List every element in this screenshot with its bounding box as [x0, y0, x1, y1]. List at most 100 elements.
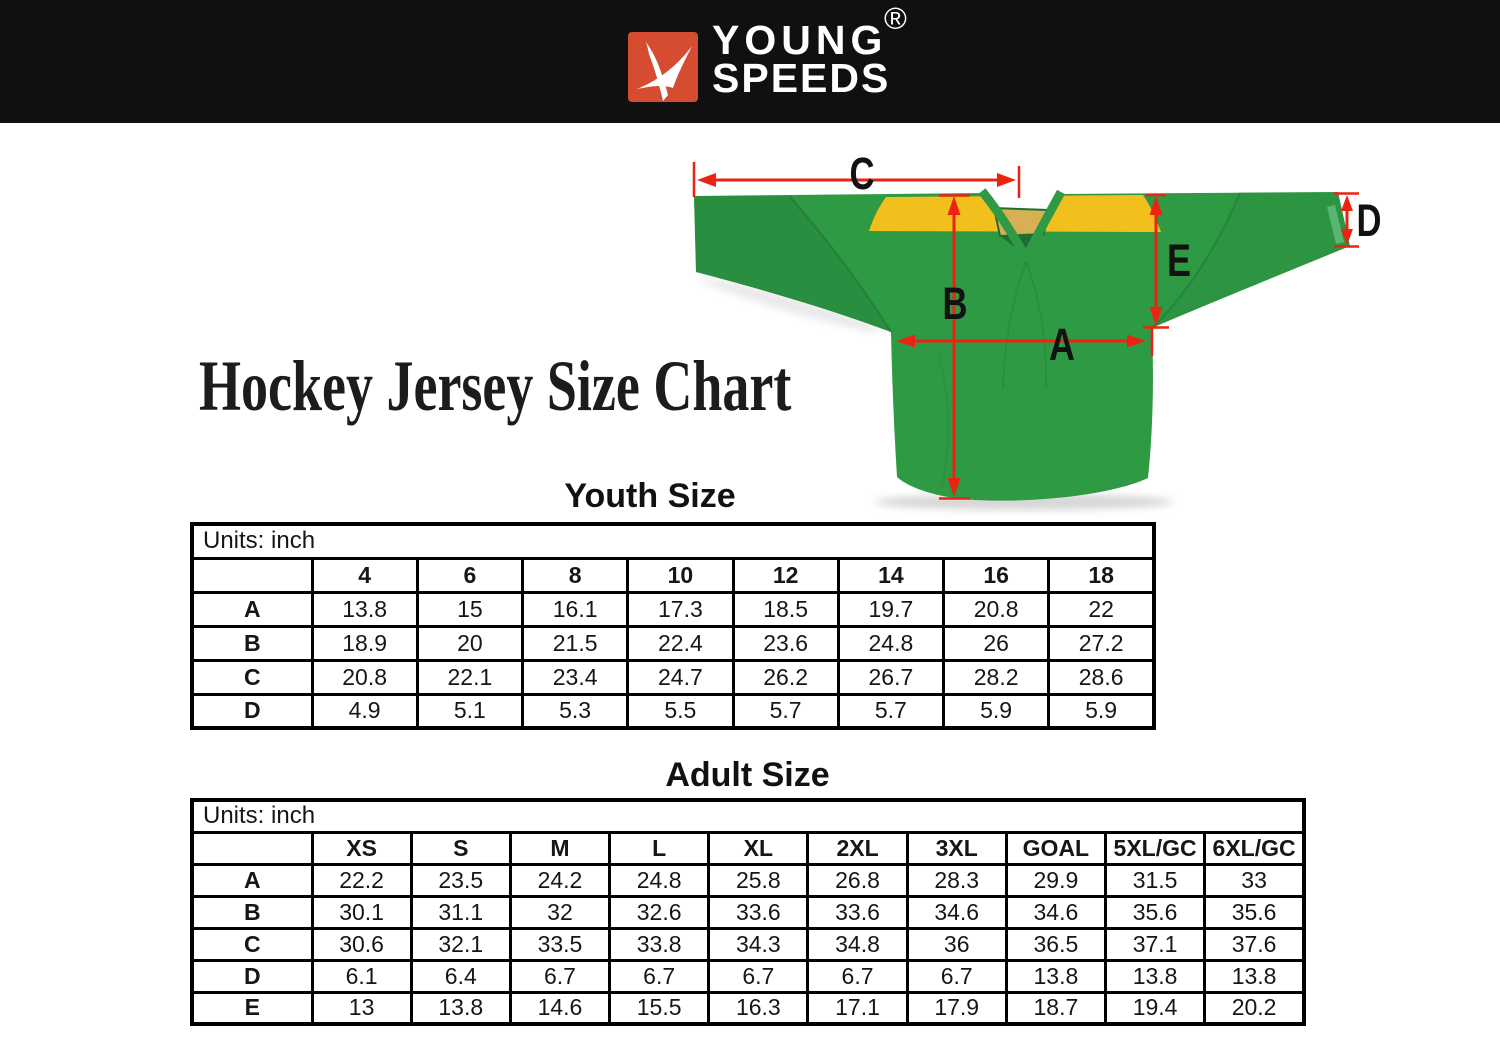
measurement-value-cell: 24.7: [626, 658, 735, 696]
brand-name-line1: YOUNG: [712, 17, 888, 63]
adult-size-heading: Adult Size: [665, 756, 830, 794]
size-column-header: 5XL/GC: [1103, 830, 1207, 866]
measurement-row-label: E: [190, 990, 314, 1026]
measurement-row-label: C: [190, 926, 314, 962]
measurement-value-cell: 28.3: [905, 862, 1008, 898]
measurement-value-cell: 4.9: [310, 692, 419, 730]
units-row: Units: inch: [190, 522, 1156, 560]
measurement-value-cell: 5.3: [520, 692, 630, 730]
measurement-value-cell: 13.8: [310, 590, 419, 628]
measurement-value-cell: 5.1: [415, 692, 525, 730]
size-column-header: 6: [415, 556, 525, 594]
measurement-row-label: B: [190, 624, 314, 662]
measurement-value-cell: 13.8: [1103, 958, 1207, 994]
size-column-header: 14: [836, 556, 946, 594]
measurement-value-cell: 30.1: [310, 894, 413, 930]
measurement-row: D 4.9 5.1 5.3 5.5 5.7 5.7 5.9 5.9: [190, 692, 1156, 730]
measurement-value-cell: 27.2: [1047, 624, 1156, 662]
brand-header: YOUNG SPEEDS ®: [0, 0, 1500, 123]
size-column-header: 4: [310, 556, 419, 594]
measurement-value-cell: 36.5: [1004, 926, 1108, 962]
measurement-value-cell: 34.6: [1004, 894, 1108, 930]
measurement-value-cell: 34.6: [905, 894, 1008, 930]
measurement-value-cell: 18.7: [1004, 990, 1108, 1026]
size-column-header: M: [508, 830, 612, 866]
adult-size-table: Units: inch XS S M L XL 2XL 3XL GOAL 5XL/GC 6XL/GC…: [190, 798, 1306, 1026]
measurement-value-cell: 17.9: [905, 990, 1008, 1026]
size-column-header: L: [608, 830, 711, 866]
measurement-value-cell: 19.4: [1103, 990, 1207, 1026]
measurement-value-cell: 6.1: [310, 958, 413, 994]
measurement-value-cell: 5.9: [1047, 692, 1156, 730]
measure-label-d: D: [1357, 195, 1382, 246]
measure-arrow-d: [1334, 192, 1359, 248]
measurement-value-cell: 15: [415, 590, 525, 628]
measurement-value-cell: 13.8: [1004, 958, 1108, 994]
measurement-row: C 20.8 22.1 23.4 24.7 26.2 26.7 28.2 28.6: [190, 658, 1156, 696]
measurement-value-cell: 14.6: [508, 990, 612, 1026]
measurement-value-cell: 17.3: [626, 590, 735, 628]
measurement-value-cell: 24.8: [836, 624, 946, 662]
measure-arrow-a: [896, 326, 1154, 356]
measurement-value-cell: 33.6: [806, 894, 909, 930]
jersey-measurement-diagram: C B A E D: [692, 148, 1382, 510]
brand-name-line2: SPEEDS: [712, 55, 891, 101]
measurement-value-cell: 33.6: [707, 894, 810, 930]
measurement-value-cell: 20.2: [1203, 990, 1306, 1026]
measurement-value-cell: 6.7: [508, 958, 612, 994]
measure-label-a: A: [1049, 319, 1075, 370]
measurement-row: A 22.2 23.5 24.2 24.8 25.8 26.8 28.3 29.9 31.5 33: [190, 862, 1306, 898]
measurement-value-cell: 5.9: [941, 692, 1051, 730]
measurement-value-cell: 32.1: [409, 926, 512, 962]
measurement-row: E 13 13.8 14.6 15.5 16.3 17.1 17.9 18.7 19.4 20.2: [190, 990, 1306, 1026]
size-column-header: S: [409, 830, 512, 866]
measurement-value-cell: 29.9: [1004, 862, 1108, 898]
measurement-value-cell: 35.6: [1203, 894, 1306, 930]
measure-arrow-e: [1143, 193, 1169, 329]
size-column-header: XS: [310, 830, 413, 866]
size-column-header: 6XL/GC: [1203, 830, 1306, 866]
measurement-value-cell: 25.8: [707, 862, 810, 898]
size-column-header: 8: [520, 556, 630, 594]
measurement-value-cell: 22: [1047, 590, 1156, 628]
measurement-value-cell: 5.7: [731, 692, 840, 730]
measurement-value-cell: 33: [1203, 862, 1306, 898]
measurement-row-label: B: [190, 894, 314, 930]
measurement-value-cell: 26.2: [731, 658, 840, 696]
measurement-value-cell: 16.1: [520, 590, 630, 628]
measurement-row: B 30.1 31.1 32 32.6 33.6 33.6 34.6 34.6 35.6 35.6: [190, 894, 1306, 930]
measurement-value-cell: 28.6: [1047, 658, 1156, 696]
sleeve-shadow: [700, 277, 884, 333]
units-label: Units: inch: [190, 798, 1306, 834]
size-column-header: 18: [1047, 556, 1156, 594]
measurement-row: B 18.9 20 21.5 22.4 23.6 24.8 26 27.2: [190, 624, 1156, 662]
measurement-value-cell: 34.8: [806, 926, 909, 962]
size-header-row: 4 6 8 10 12 14 16 18: [190, 556, 1156, 594]
measurement-value-cell: 35.6: [1103, 894, 1207, 930]
measurement-value-cell: 20: [415, 624, 525, 662]
jersey-graphic: [694, 188, 1350, 501]
youth-size-heading: Youth Size: [564, 477, 736, 515]
measurement-value-cell: 31.1: [409, 894, 512, 930]
size-column-header: 3XL: [905, 830, 1008, 866]
page-title: Hockey Jersey Size Chart: [199, 346, 792, 426]
measurement-value-cell: 28.2: [941, 658, 1051, 696]
measurement-value-cell: 18.5: [731, 590, 840, 628]
measurement-value-cell: 31.5: [1103, 862, 1207, 898]
measurement-value-cell: 32: [508, 894, 612, 930]
measurement-row-label: A: [190, 590, 314, 628]
measurement-value-cell: 20.8: [941, 590, 1051, 628]
measurement-value-cell: 21.5: [520, 624, 630, 662]
measurement-value-cell: 6.7: [608, 958, 711, 994]
measurement-row: A 13.8 15 16.1 17.3 18.5 19.7 20.8 22: [190, 590, 1156, 628]
measurement-value-cell: 33.8: [608, 926, 711, 962]
measurement-row-label: A: [190, 862, 314, 898]
measurement-value-cell: 23.6: [731, 624, 840, 662]
measurement-value-cell: 34.3: [707, 926, 810, 962]
measure-label-b: B: [943, 278, 968, 329]
measurement-value-cell: 26.7: [836, 658, 946, 696]
measurement-value-cell: 15.5: [608, 990, 711, 1026]
size-column-header: 2XL: [806, 830, 909, 866]
measurement-value-cell: 6.7: [707, 958, 810, 994]
measurement-row-label: D: [190, 958, 314, 994]
